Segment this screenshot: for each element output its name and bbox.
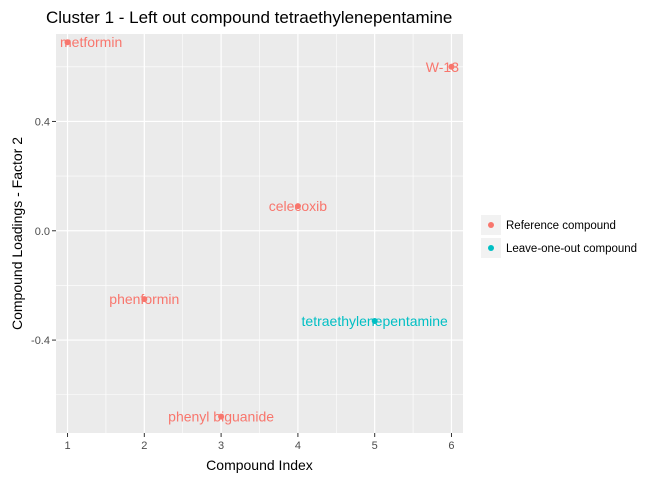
x-tick-label: 5 bbox=[372, 440, 378, 452]
point-label: metformin bbox=[60, 34, 122, 50]
point-label: phenyl biguanide bbox=[168, 409, 274, 425]
point-label: phenformin bbox=[109, 291, 179, 307]
legend: Reference compound Leave-one-out compound bbox=[481, 215, 637, 258]
point-label: W-13 bbox=[426, 59, 459, 75]
axis-ticks: 1 2 3 4 5 6 -0.4 0.0 0.4 bbox=[31, 116, 455, 452]
x-axis-title: Compound Index bbox=[206, 457, 313, 473]
legend-entry-label: Leave-one-out compound bbox=[506, 243, 637, 255]
point-label: tetraethylenepentamine bbox=[302, 313, 449, 329]
y-tick-label: 0.4 bbox=[35, 116, 50, 128]
x-tick-label: 6 bbox=[448, 440, 454, 452]
data-point bbox=[64, 39, 71, 46]
x-tick-label: 2 bbox=[141, 440, 147, 452]
legend-entry-label: Reference compound bbox=[506, 220, 616, 232]
legend-marker bbox=[488, 222, 494, 228]
x-tick-label: 4 bbox=[295, 440, 301, 452]
data-point bbox=[294, 203, 301, 210]
x-tick-label: 1 bbox=[64, 440, 70, 452]
grid-lines bbox=[56, 34, 463, 433]
data-point bbox=[448, 63, 455, 70]
legend-marker bbox=[488, 245, 494, 251]
data-point bbox=[371, 317, 378, 324]
x-tick-label: 3 bbox=[218, 440, 224, 452]
y-axis-title: Compound Loadings - Factor 2 bbox=[9, 137, 25, 330]
point-label: celecoxib bbox=[269, 198, 328, 214]
data-point bbox=[141, 296, 148, 303]
chart-title: Cluster 1 - Left out compound tetraethyl… bbox=[46, 8, 452, 27]
data-point bbox=[218, 413, 225, 420]
data-points: metformin phenformin phenyl biguanide celec… bbox=[60, 34, 459, 424]
y-tick-label: 0.0 bbox=[35, 226, 50, 238]
y-tick-label: -0.4 bbox=[31, 335, 50, 347]
